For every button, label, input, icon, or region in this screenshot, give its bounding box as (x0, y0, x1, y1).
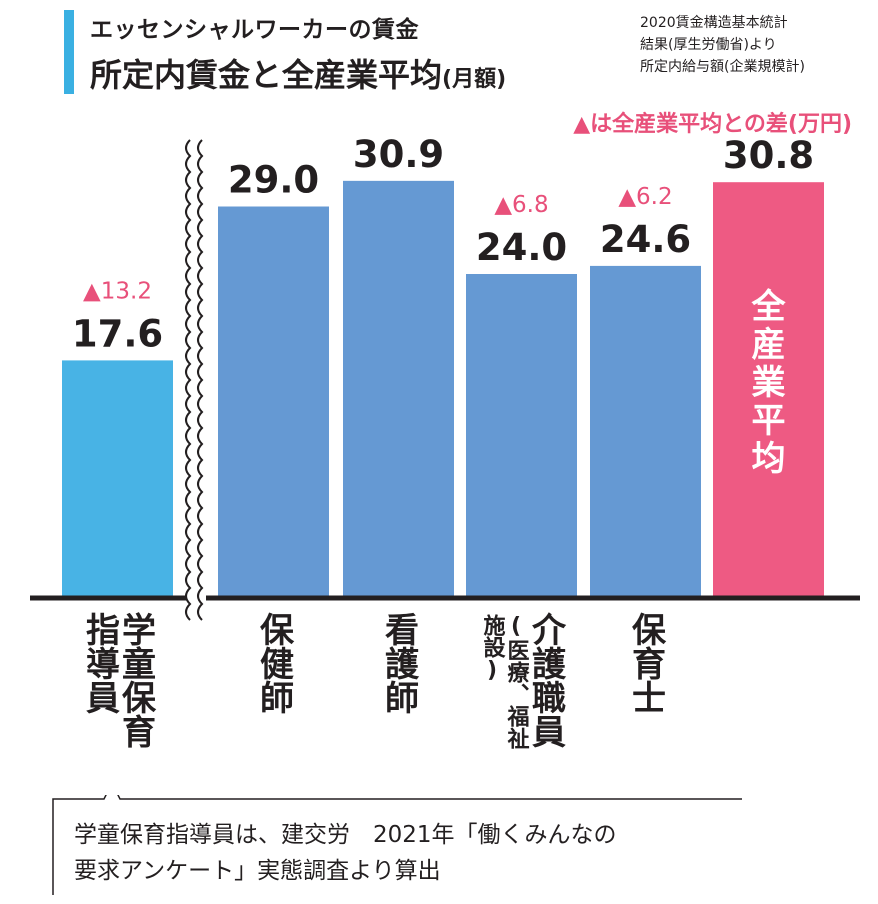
category-label: 保健師 (253, 612, 294, 714)
bar-inner-label-char: 産 (752, 325, 786, 365)
axis-break-line (185, 139, 192, 621)
bar (713, 182, 824, 598)
value-label: 30.8 (723, 134, 814, 177)
source-note: 2020賃金構造基本統計 結果(厚生労働省)より 所定内給与額(企業規模計) (640, 12, 805, 78)
footnote-callout (52, 795, 742, 895)
category-sublabel: (医療、福祉 施設) (479, 614, 529, 749)
source-line1: 2020賃金構造基本統計 (640, 15, 788, 31)
bar (218, 206, 329, 598)
category-label: 介護職員 (525, 612, 566, 748)
diff-label: ▲13.2 (83, 278, 152, 304)
bar-inner-label-char: 全 (751, 287, 787, 327)
bar-inner-label-char: 均 (752, 439, 786, 479)
value-label: 24.0 (476, 226, 567, 269)
title-accent-bar (64, 10, 74, 94)
value-label: 17.6 (72, 312, 163, 355)
footnote-line1: 学童保育指導員は、建交労 2021年「働くみんなの (74, 822, 617, 848)
footnote-line2: 要求アンケート」実態調査より算出 (74, 858, 441, 884)
category-label: 保育士 (625, 612, 666, 714)
footnote: 学童保育指導員は、建交労 2021年「働くみんなの 要求アンケート」実態調査より… (74, 817, 754, 889)
value-label: 29.0 (228, 159, 319, 202)
diff-label: ▲6.8 (494, 192, 548, 218)
source-line3: 所定内給与額(企業規模計) (640, 59, 805, 75)
chart-title-main: 所定内賃金と全産業平均 (90, 56, 443, 94)
chart-title-line2: 所定内賃金と全産業平均(月額) (90, 50, 506, 96)
chart-title-unit: (月額) (442, 67, 507, 92)
legend-note: ▲は全産業平均との差(万円) (573, 112, 852, 137)
bar (343, 180, 454, 598)
bar (62, 360, 173, 598)
bar-inner-label-char: 業 (752, 363, 786, 403)
source-line2: 結果(厚生労働省)より (640, 37, 777, 53)
bar (466, 274, 577, 598)
category-label: 看護師 (378, 612, 419, 714)
axis-break-gap (186, 138, 206, 614)
bar-inner-label-char: 平 (752, 401, 786, 441)
value-label: 30.9 (353, 133, 444, 176)
value-label: 24.6 (600, 218, 691, 261)
chart-title-line1: エッセンシャルワーカーの賃金 (90, 17, 419, 43)
axis-break-line (197, 139, 204, 621)
bar (590, 265, 701, 598)
diff-label: ▲6.2 (618, 184, 672, 210)
category-label: 学童保育 指導員 (79, 612, 156, 748)
